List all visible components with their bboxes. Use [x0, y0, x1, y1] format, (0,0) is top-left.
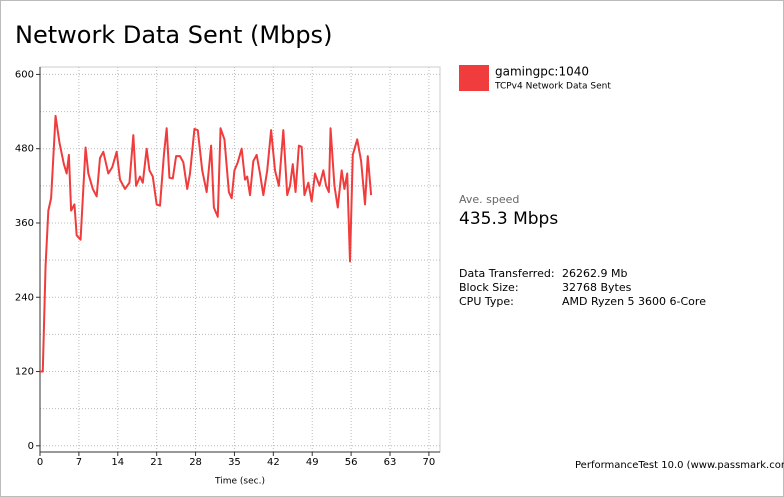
chart-title: Network Data Sent (Mbps): [15, 21, 332, 49]
x-tick-label: 49: [306, 457, 319, 468]
legend-name: gamingpc:1040: [495, 65, 589, 79]
x-tick-label: 7: [76, 457, 82, 468]
footer: PerformanceTest 10.0 (www.passmark.com): [575, 460, 784, 471]
x-tick-label: 21: [150, 457, 163, 468]
x-tick-label: 56: [345, 457, 358, 468]
legend-swatch: [459, 65, 489, 91]
y-tick-label: 360: [15, 218, 34, 229]
data-line: [40, 114, 373, 373]
x-tick-label: 70: [423, 457, 436, 468]
detail-value: 32768 Bytes: [562, 281, 632, 294]
detail-label: Data Transferred:: [459, 267, 555, 280]
legend-description: TCPv4 Network Data Sent: [494, 82, 611, 92]
detail-label: CPU Type:: [459, 295, 514, 308]
y-tick-label: 120: [15, 367, 34, 378]
x-tick-label: 14: [111, 457, 124, 468]
x-axis-label: Time (sec.): [214, 477, 265, 487]
detail-value: 26262.9 Mb: [562, 267, 627, 280]
x-tick-label: 42: [267, 457, 280, 468]
y-tick-label: 600: [15, 69, 34, 80]
y-tick-label: 480: [15, 144, 34, 155]
detail-value: AMD Ryzen 5 3600 6-Core: [562, 295, 706, 308]
x-tick-label: 35: [228, 457, 241, 468]
x-tick-label: 28: [189, 457, 202, 468]
summary-label: Ave. speed: [459, 193, 519, 206]
x-tick-label: 63: [384, 457, 397, 468]
summary-value: 435.3 Mbps: [459, 209, 558, 229]
detail-label: Block Size:: [459, 281, 519, 294]
y-tick-label: 0: [28, 441, 34, 452]
x-tick-label: 0: [37, 457, 43, 468]
y-tick-label: 240: [15, 292, 34, 303]
